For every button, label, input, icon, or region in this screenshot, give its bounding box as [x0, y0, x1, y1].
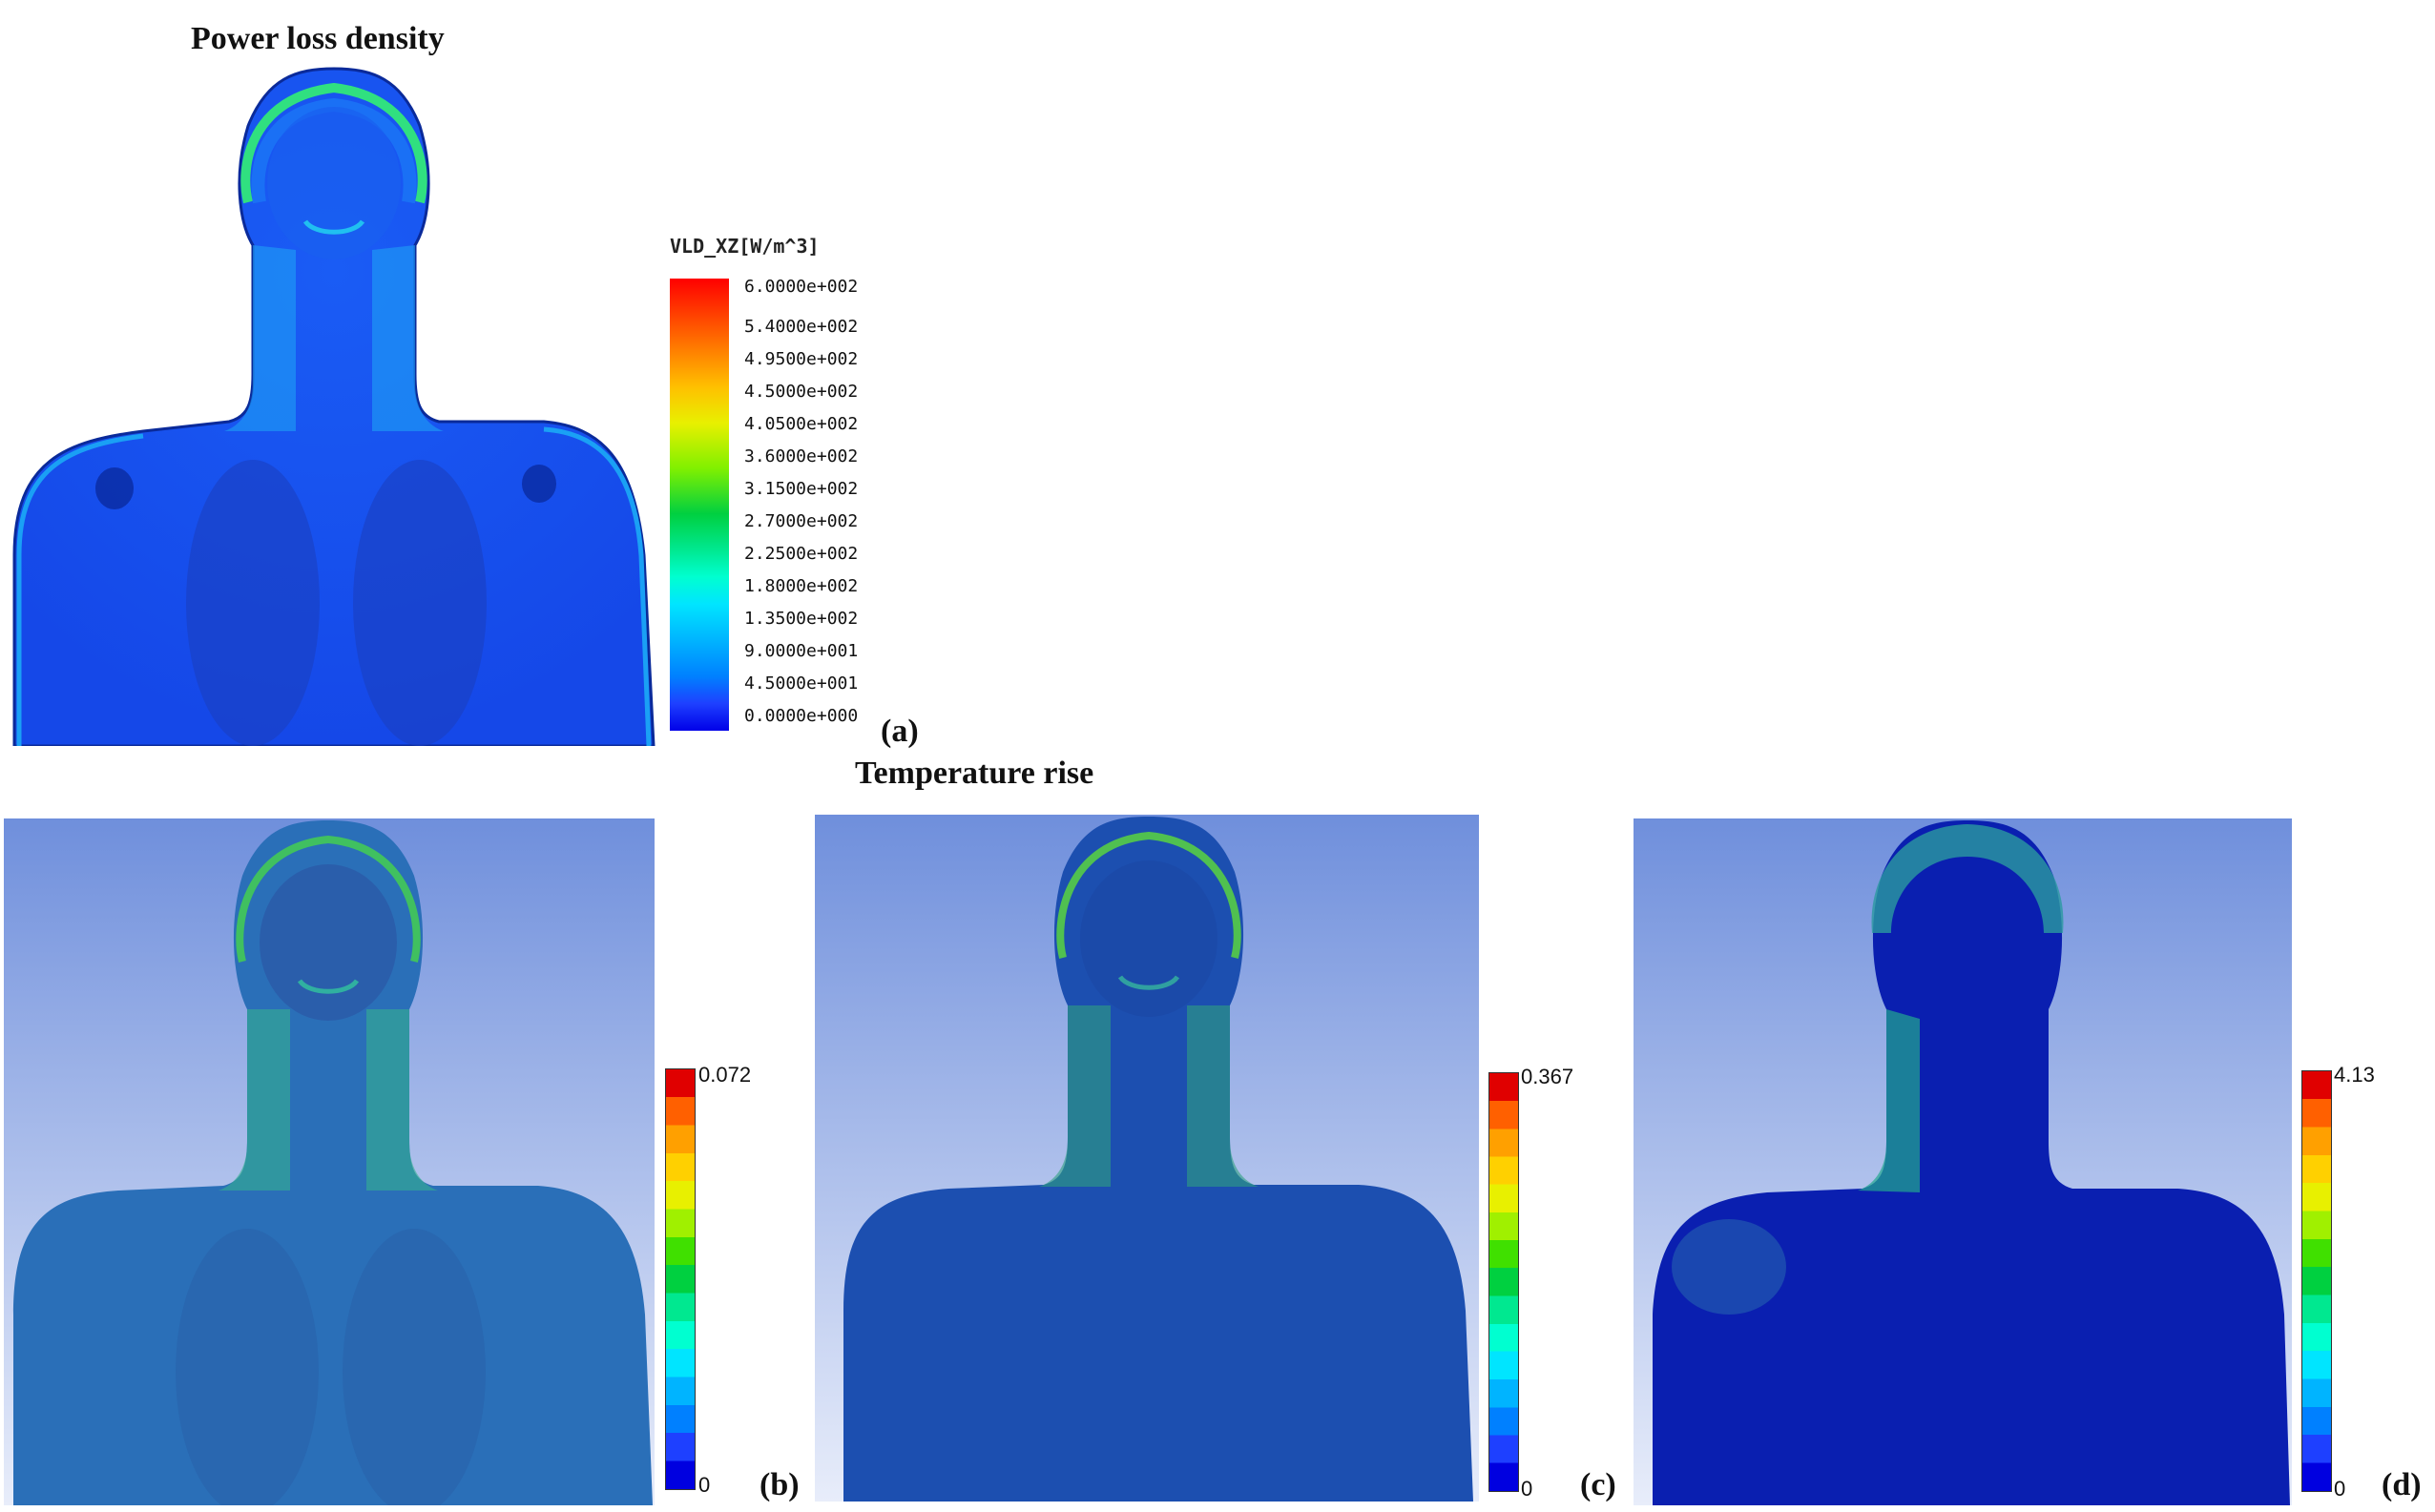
- panel-label-d: (d): [2382, 1467, 2422, 1502]
- panel-label-b: (b): [760, 1467, 800, 1502]
- legend-a-tick: 1.3500e+002: [744, 609, 859, 629]
- legend-a-tick: 2.2500e+002: [744, 544, 859, 564]
- legend-c-colorbar: [1488, 1072, 1519, 1492]
- temperature-body-image-d: [1634, 818, 2292, 1505]
- legend-a-tick: 6.0000e+002: [744, 277, 859, 297]
- title-power-loss-density: Power loss density: [191, 21, 445, 56]
- legend-d-colorbar: [2301, 1070, 2332, 1492]
- legend-a-title: VLD_XZ[W/m^3]: [670, 235, 820, 258]
- legend-a-tick: 0.0000e+000: [744, 706, 859, 726]
- panel-b-temperature: [4, 818, 655, 1505]
- temperature-body-image-c: [815, 815, 1479, 1502]
- legend-c-min: 0: [1521, 1477, 1533, 1501]
- panel-label-a: (a): [881, 714, 919, 749]
- legend-a-tick: 4.5000e+002: [744, 382, 859, 402]
- panel-a-power-loss: [10, 59, 658, 746]
- legend-a-tick: 9.0000e+001: [744, 641, 859, 661]
- panel-c-temperature: [815, 815, 1479, 1502]
- legend-b-min: 0: [698, 1473, 711, 1497]
- legend-b-max: 0.072: [698, 1063, 752, 1087]
- legend-a-tick: 5.4000e+002: [744, 317, 859, 337]
- title-temperature-rise: Temperature rise: [855, 756, 1094, 791]
- legend-b-colorbar: [665, 1068, 696, 1490]
- legend-d-max: 4.13: [2334, 1063, 2375, 1087]
- legend-a-tick: 3.6000e+002: [744, 446, 859, 466]
- legend-a-tick: 1.8000e+002: [744, 576, 859, 596]
- legend-a-tick: 2.7000e+002: [744, 511, 859, 531]
- legend-a-tick: 4.5000e+001: [744, 673, 859, 694]
- legend-c-max: 0.367: [1521, 1065, 1574, 1088]
- power-loss-body-image: [12, 67, 656, 746]
- panel-d-temperature: [1634, 818, 2292, 1505]
- legend-a-colorbar: [670, 279, 729, 731]
- legend-a-tick: 4.9500e+002: [744, 349, 859, 369]
- legend-a-tick: 3.1500e+002: [744, 479, 859, 499]
- temperature-body-image-b: [4, 818, 655, 1505]
- panel-label-c: (c): [1580, 1467, 1616, 1502]
- legend-d-min: 0: [2334, 1477, 2346, 1501]
- legend-a-tick: 4.0500e+002: [744, 414, 859, 434]
